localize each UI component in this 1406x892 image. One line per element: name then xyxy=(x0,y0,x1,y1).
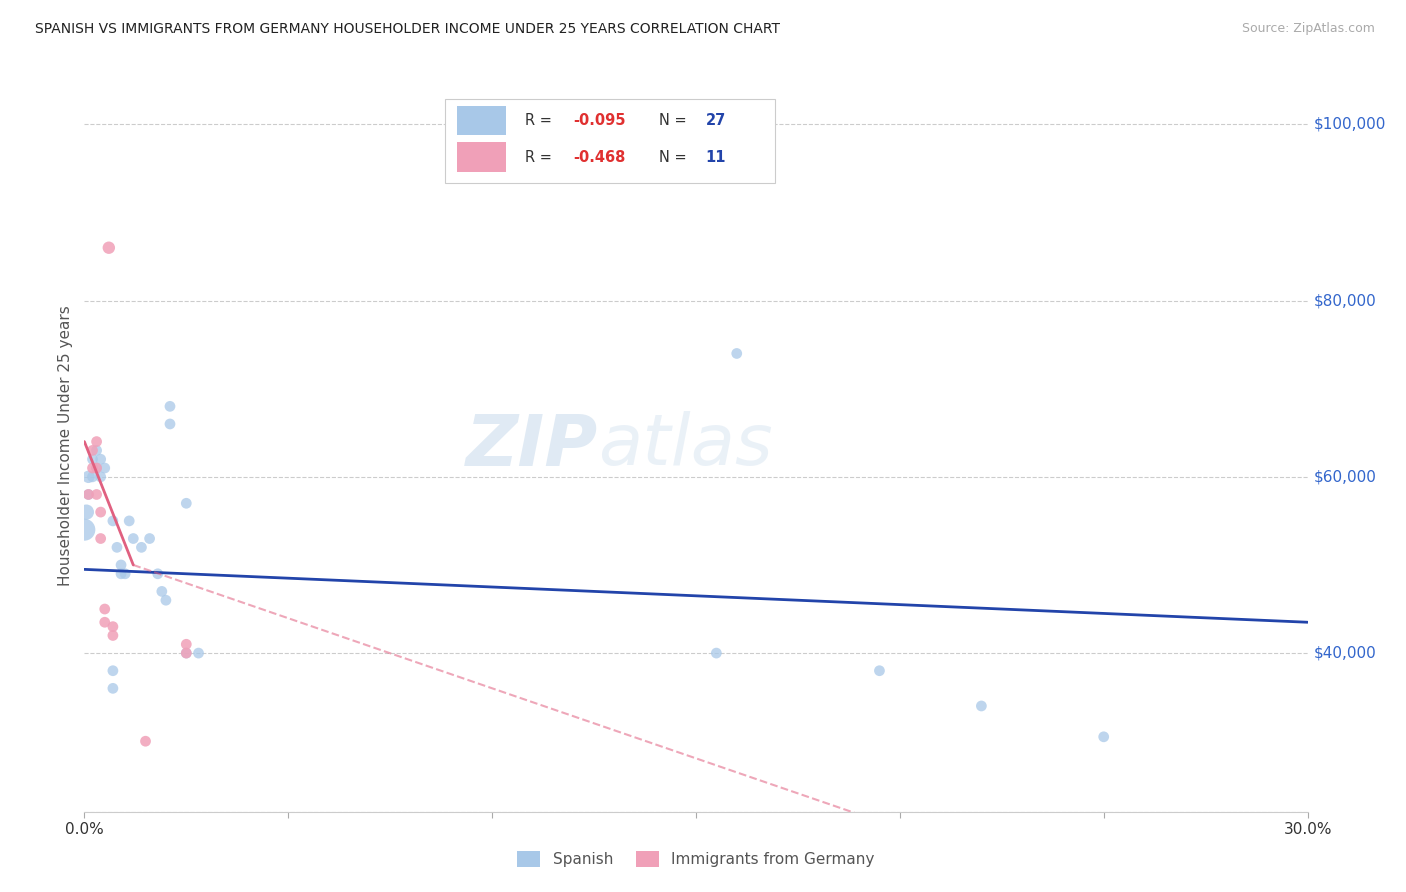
Point xyxy=(138,532,160,546)
Y-axis label: Householder Income Under 25 years: Householder Income Under 25 years xyxy=(58,306,73,586)
Point xyxy=(93,461,115,475)
Point xyxy=(970,698,993,713)
Text: $60,000: $60,000 xyxy=(1313,469,1376,484)
Point xyxy=(135,734,157,748)
Point xyxy=(93,615,115,630)
Point xyxy=(131,541,153,555)
Point xyxy=(77,470,100,484)
Point xyxy=(86,434,108,449)
Bar xyxy=(457,143,506,171)
Bar xyxy=(457,106,506,136)
Point xyxy=(174,496,197,510)
Text: N =: N = xyxy=(659,150,692,165)
Text: Source: ZipAtlas.com: Source: ZipAtlas.com xyxy=(1241,22,1375,36)
Point xyxy=(82,452,104,467)
Text: atlas: atlas xyxy=(598,411,773,481)
Point xyxy=(101,681,124,696)
Point xyxy=(110,566,132,581)
Point xyxy=(77,487,100,501)
Text: $100,000: $100,000 xyxy=(1313,117,1386,132)
Point xyxy=(704,646,728,660)
Point xyxy=(86,487,108,501)
Point xyxy=(118,514,141,528)
Point xyxy=(110,558,132,572)
Point xyxy=(97,241,120,255)
Point xyxy=(869,664,891,678)
Point xyxy=(101,620,124,634)
Point xyxy=(122,532,145,546)
Point xyxy=(114,566,136,581)
Point xyxy=(82,461,104,475)
Point xyxy=(174,646,197,660)
Legend: Spanish, Immigrants from Germany: Spanish, Immigrants from Germany xyxy=(512,846,880,873)
Point xyxy=(159,400,181,414)
Point xyxy=(73,523,96,537)
Point xyxy=(86,461,108,475)
Text: ZIP: ZIP xyxy=(465,411,598,481)
Point xyxy=(159,417,181,431)
Point xyxy=(101,628,124,642)
Point xyxy=(150,584,173,599)
Text: R =: R = xyxy=(524,113,557,128)
Point xyxy=(93,602,115,616)
Point xyxy=(75,505,97,519)
Point xyxy=(90,452,112,467)
Point xyxy=(1092,730,1115,744)
Point xyxy=(86,461,108,475)
Point xyxy=(105,541,128,555)
Point xyxy=(725,346,748,360)
Point xyxy=(82,443,104,458)
Text: N =: N = xyxy=(659,113,692,128)
Point xyxy=(90,532,112,546)
Point xyxy=(101,664,124,678)
Point xyxy=(82,470,104,484)
Text: 27: 27 xyxy=(706,113,725,128)
Point xyxy=(146,566,169,581)
Point xyxy=(187,646,209,660)
Text: SPANISH VS IMMIGRANTS FROM GERMANY HOUSEHOLDER INCOME UNDER 25 YEARS CORRELATION: SPANISH VS IMMIGRANTS FROM GERMANY HOUSE… xyxy=(35,22,780,37)
Text: $80,000: $80,000 xyxy=(1313,293,1376,308)
Point xyxy=(77,487,100,501)
Text: -0.468: -0.468 xyxy=(574,150,626,165)
Text: -0.095: -0.095 xyxy=(574,113,626,128)
Point xyxy=(101,514,124,528)
Point xyxy=(155,593,177,607)
Text: $40,000: $40,000 xyxy=(1313,646,1376,661)
Text: 11: 11 xyxy=(706,150,727,165)
Point xyxy=(90,505,112,519)
Point xyxy=(174,637,197,651)
Point xyxy=(86,443,108,458)
FancyBboxPatch shape xyxy=(446,99,776,183)
Point xyxy=(174,646,197,660)
Point xyxy=(90,470,112,484)
Text: R =: R = xyxy=(524,150,557,165)
